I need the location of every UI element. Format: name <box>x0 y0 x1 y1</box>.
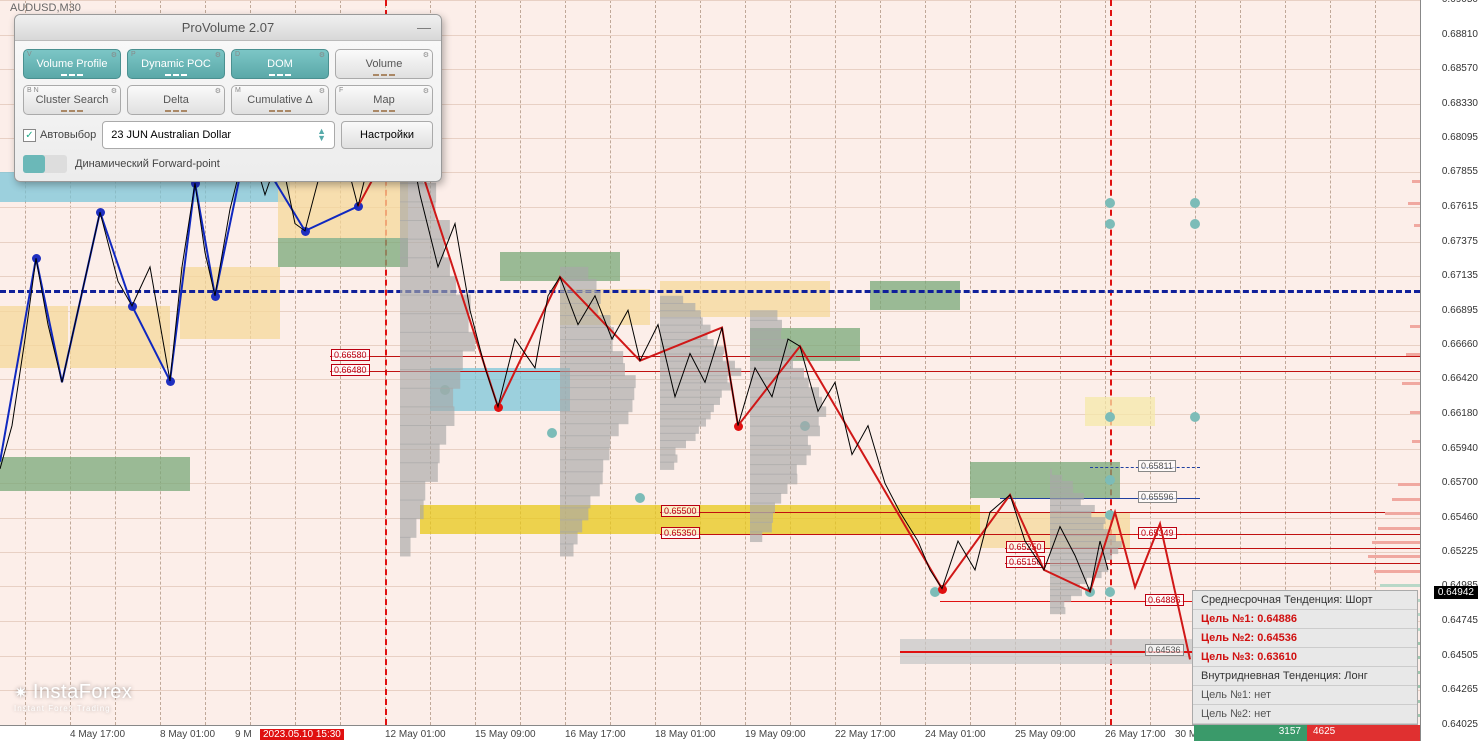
y-tick: 0.65940 <box>1442 443 1478 454</box>
x-tick: 8 May 01:00 <box>160 729 215 740</box>
chevron-updown-icon: ▲▼ <box>317 128 326 142</box>
panel-titlebar[interactable]: ProVolume 2.07 — <box>15 15 441 41</box>
delta-green: 3157 <box>1194 725 1307 741</box>
panel-button[interactable]: V⚙Volume Profile <box>23 49 121 79</box>
y-tick: 0.68810 <box>1442 29 1478 40</box>
y-tick: 0.64265 <box>1442 684 1478 695</box>
check-icon: ✓ <box>23 129 36 142</box>
forward-point-toggle[interactable] <box>23 155 67 173</box>
y-tick: 0.66660 <box>1442 339 1478 350</box>
x-tick: 26 May 17:00 <box>1105 729 1166 740</box>
y-tick: 0.67135 <box>1442 270 1478 281</box>
auto-checkbox[interactable]: ✓ Автовыбор <box>23 129 96 142</box>
intraday-label: Внутридневная Тенденция: Лонг <box>1193 667 1417 686</box>
y-tick: 0.65700 <box>1442 477 1478 488</box>
target-row: Цель №1: нет <box>1193 686 1417 705</box>
x-tick: 18 May 01:00 <box>655 729 716 740</box>
panel-button[interactable]: P⚙Dynamic POC <box>127 49 225 79</box>
instaforex-logo: ✷ InstaForex Instant Forex Trading <box>14 681 132 713</box>
symbol-label: AUDUSD,M30 <box>10 2 81 14</box>
y-tick: 0.64505 <box>1442 650 1478 661</box>
panel-button[interactable]: ⚙Delta <box>127 85 225 115</box>
minimize-icon[interactable]: — <box>415 19 433 33</box>
x-tick: 16 May 17:00 <box>565 729 626 740</box>
y-tick: 0.66180 <box>1442 408 1478 419</box>
panel-button[interactable]: M⚙Cumulative Δ <box>231 85 329 115</box>
y-tick: 0.64025 <box>1442 719 1478 730</box>
settings-button[interactable]: Настройки <box>341 121 433 149</box>
x-tick: 9 M <box>235 729 252 740</box>
x-tick: 22 May 17:00 <box>835 729 896 740</box>
target-row: Цель №1: 0.64886 <box>1193 610 1417 629</box>
y-tick: 0.67375 <box>1442 236 1478 247</box>
x-tick: 24 May 01:00 <box>925 729 986 740</box>
x-tick: 2023.05.10 15:30 <box>260 729 344 740</box>
contract-select[interactable]: 23 JUN Australian Dollar ▲▼ <box>102 121 335 149</box>
x-tick: 15 May 09:00 <box>475 729 536 740</box>
panel-button[interactable]: F⚙Map <box>335 85 433 115</box>
y-tick: 0.64745 <box>1442 615 1478 626</box>
panel-button[interactable]: ⚙Volume <box>335 49 433 79</box>
mid-trend-label: Среднесрочная Тенденция: Шорт <box>1193 591 1417 610</box>
y-tick: 0.68330 <box>1442 98 1478 109</box>
y-tick: 0.68570 <box>1442 63 1478 74</box>
current-price: 0.64942 <box>1434 586 1478 599</box>
target-row: Цель №2: нет <box>1193 705 1417 724</box>
x-tick: 12 May 01:00 <box>385 729 446 740</box>
target-row: Цель №3: 0.63610 <box>1193 648 1417 667</box>
y-tick: 0.66895 <box>1442 305 1478 316</box>
target-row: Цель №2: 0.64536 <box>1193 629 1417 648</box>
provolume-panel[interactable]: ProVolume 2.07 — V⚙Volume ProfileP⚙Dynam… <box>14 14 442 182</box>
y-tick: 0.65460 <box>1442 512 1478 523</box>
y-tick: 0.66420 <box>1442 373 1478 384</box>
price-axis: 0.69050 0.68810 0.68570 0.68330 0.68095 0.678… <box>1420 0 1484 741</box>
delta-red: 4625 <box>1307 725 1420 741</box>
x-tick: 4 May 17:00 <box>70 729 125 740</box>
x-tick: 25 May 09:00 <box>1015 729 1076 740</box>
targets-panel: Среднесрочная Тенденция: Шорт Цель №1: 0… <box>1192 590 1418 725</box>
y-tick: 0.67855 <box>1442 166 1478 177</box>
panel-title: ProVolume 2.07 <box>182 20 275 35</box>
forward-point-label: Динамический Forward-point <box>75 158 220 170</box>
delta-bar: 3157 4625 <box>1194 725 1420 741</box>
x-tick: 19 May 09:00 <box>745 729 806 740</box>
y-tick: 0.67615 <box>1442 201 1478 212</box>
y-tick: 0.68095 <box>1442 132 1478 143</box>
panel-button[interactable]: B N⚙Cluster Search <box>23 85 121 115</box>
y-tick: 0.69050 <box>1442 0 1478 5</box>
y-tick: 0.65225 <box>1442 546 1478 557</box>
panel-button[interactable]: D⚙DOM <box>231 49 329 79</box>
